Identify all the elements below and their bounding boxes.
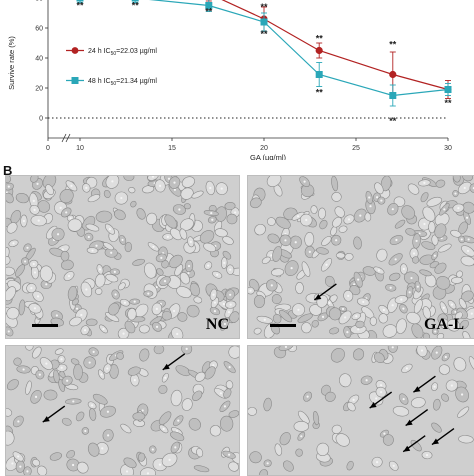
micrograph-nc: NC xyxy=(5,175,240,339)
micrograph-label-ga-l: GA-L xyxy=(424,316,464,334)
significance-mark: ** xyxy=(260,2,268,12)
x-tick-label: 15 xyxy=(168,145,176,152)
cell-texture xyxy=(248,176,474,338)
significance-mark: ** xyxy=(205,7,213,17)
legend-entry: 24 h IC50=22.03 µg/ml xyxy=(88,48,157,57)
data-point xyxy=(261,19,268,26)
scale-bar xyxy=(32,324,58,327)
data-point xyxy=(389,71,396,78)
significance-mark: ** xyxy=(389,116,397,126)
x-tick-label: 0 xyxy=(46,145,50,152)
data-point xyxy=(389,92,396,99)
data-point xyxy=(445,86,452,93)
significance-mark: ** xyxy=(132,1,140,11)
cell-texture xyxy=(6,176,239,338)
x-tick-label: 30 xyxy=(444,145,452,152)
y-axis-label: Survive rate (%) xyxy=(7,36,16,90)
legend-entry: 48 h IC50=21.34 µg/ml xyxy=(88,78,157,87)
x-axis-label: GA (µg/ml) xyxy=(250,153,286,160)
legend-marker xyxy=(72,47,79,54)
y-tick-label: 60 xyxy=(35,26,43,33)
data-point xyxy=(316,47,323,54)
significance-mark: ** xyxy=(444,98,452,108)
micrograph-label-nc: NC xyxy=(206,316,229,334)
y-tick-label: 20 xyxy=(35,86,43,93)
x-tick-label: 20 xyxy=(260,145,268,152)
x-tick-label: 25 xyxy=(352,145,360,152)
cell-texture xyxy=(248,346,474,475)
significance-mark: ** xyxy=(316,34,324,44)
significance-mark: ** xyxy=(260,29,268,39)
legend-marker xyxy=(72,77,79,84)
data-point xyxy=(316,71,323,78)
y-tick-label: 0 xyxy=(39,116,43,123)
micrograph-ga-h xyxy=(247,345,474,476)
micrograph-ga-m xyxy=(5,345,240,476)
survival-chart: 0 20 40 60 80 0 10 15 20 25 30 Survive rate (%) GA (… xyxy=(0,0,474,160)
y-tick-label: 80 xyxy=(35,0,43,3)
significance-mark: ** xyxy=(76,1,84,11)
x-tick-label: 10 xyxy=(76,145,84,152)
cell-texture xyxy=(6,346,239,475)
micrograph-ga-l: GA-L xyxy=(247,175,474,339)
significance-mark: ** xyxy=(389,40,397,50)
y-tick-label: 40 xyxy=(35,56,43,63)
significance-mark: ** xyxy=(316,88,324,98)
scale-bar xyxy=(270,324,296,327)
